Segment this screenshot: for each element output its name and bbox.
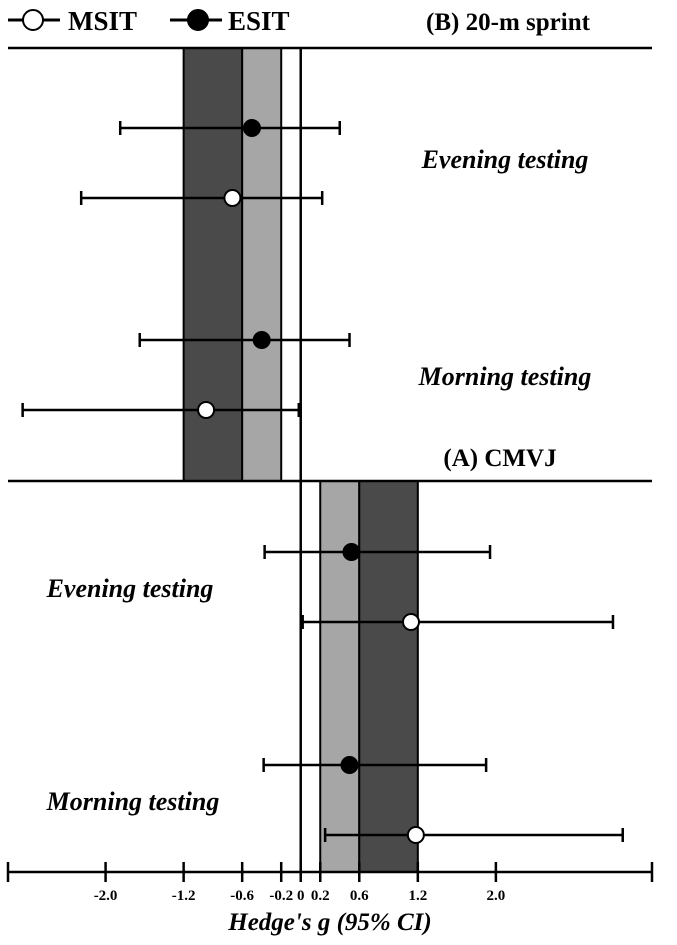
panel-b-morning-msit-point xyxy=(197,401,216,419)
x-tick-label: -1.2 xyxy=(172,888,196,904)
legend-esit-label: ESIT xyxy=(228,6,290,36)
panel-b-band-light xyxy=(241,47,283,482)
x-tick-label: -0.2 xyxy=(269,888,293,904)
panel-a-band-light xyxy=(319,480,361,873)
x-tick-label: 0.2 xyxy=(311,888,330,904)
panel-b-evening-label: Evening testing xyxy=(421,145,589,174)
panel-a-morning-label: Morning testing xyxy=(46,787,220,816)
panel-b-morning-label: Morning testing xyxy=(418,362,592,391)
data-points xyxy=(21,119,624,844)
legend: MSIT ESIT xyxy=(8,6,290,36)
panel-a-evening-msit-point xyxy=(401,613,420,631)
x-tick-label: 1.2 xyxy=(408,888,427,904)
legend-msit-label: MSIT xyxy=(68,6,137,36)
panel-b-title: (B) 20-m sprint xyxy=(426,9,591,36)
x-tick-label: 0.6 xyxy=(350,888,369,904)
legend-msit-marker xyxy=(22,9,44,31)
x-tick-label: 2.0 xyxy=(487,888,506,904)
panel-a-band-dark xyxy=(358,480,419,873)
x-tick-label: -2.0 xyxy=(94,888,118,904)
panel-a-morning-esit-point xyxy=(340,756,359,774)
panel-a-title: (A) CMVJ xyxy=(443,445,556,472)
panel-b-evening-esit-point xyxy=(242,119,261,137)
panel-b-morning-esit-point xyxy=(252,331,271,349)
x-axis: -2.0 -1.2 -0.6 -0.2 0 0.2 0.6 1.2 2.0 xyxy=(6,862,654,904)
panel-b-evening-msit-point xyxy=(223,189,242,207)
panel-a-evening-label: Evening testing xyxy=(46,574,214,603)
panel-a-morning-msit-point xyxy=(406,826,425,844)
panel-a-evening-esit-point xyxy=(342,543,361,561)
x-tick-label: 0 xyxy=(297,888,305,904)
x-tick-label: -0.6 xyxy=(230,888,254,904)
legend-esit-marker xyxy=(187,9,209,31)
panel-b-band-dark xyxy=(182,47,244,482)
x-axis-label: Hedge's g (95% CI) xyxy=(227,909,431,936)
